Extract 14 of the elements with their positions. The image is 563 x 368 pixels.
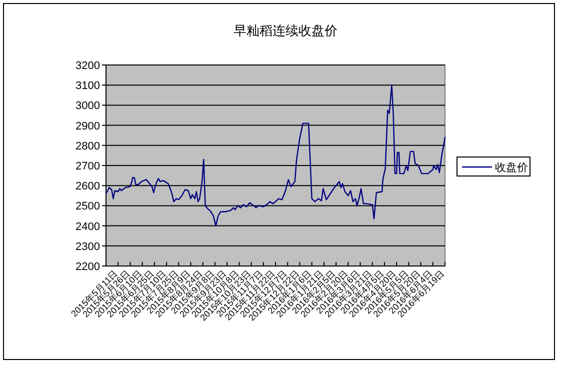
line-series xyxy=(105,84,446,226)
y-tick-label: 2900 xyxy=(76,120,100,132)
y-tick-label: 2700 xyxy=(76,160,100,172)
y-tick-label: 3100 xyxy=(76,80,100,92)
y-tick-label: 3200 xyxy=(76,60,100,72)
y-tick-label: 2400 xyxy=(76,220,100,233)
chart-title: 早籼稻连续收盘价 xyxy=(234,23,338,38)
legend-label: 收盘价 xyxy=(495,162,528,174)
y-tick-label: 2500 xyxy=(76,200,100,213)
y-tick-label: 2200 xyxy=(76,261,100,273)
y-tick-label: 2600 xyxy=(76,180,100,193)
y-tick-label: 3000 xyxy=(76,100,100,112)
y-tick-label: 2300 xyxy=(76,240,100,253)
y-tick-label: 2800 xyxy=(76,140,100,152)
